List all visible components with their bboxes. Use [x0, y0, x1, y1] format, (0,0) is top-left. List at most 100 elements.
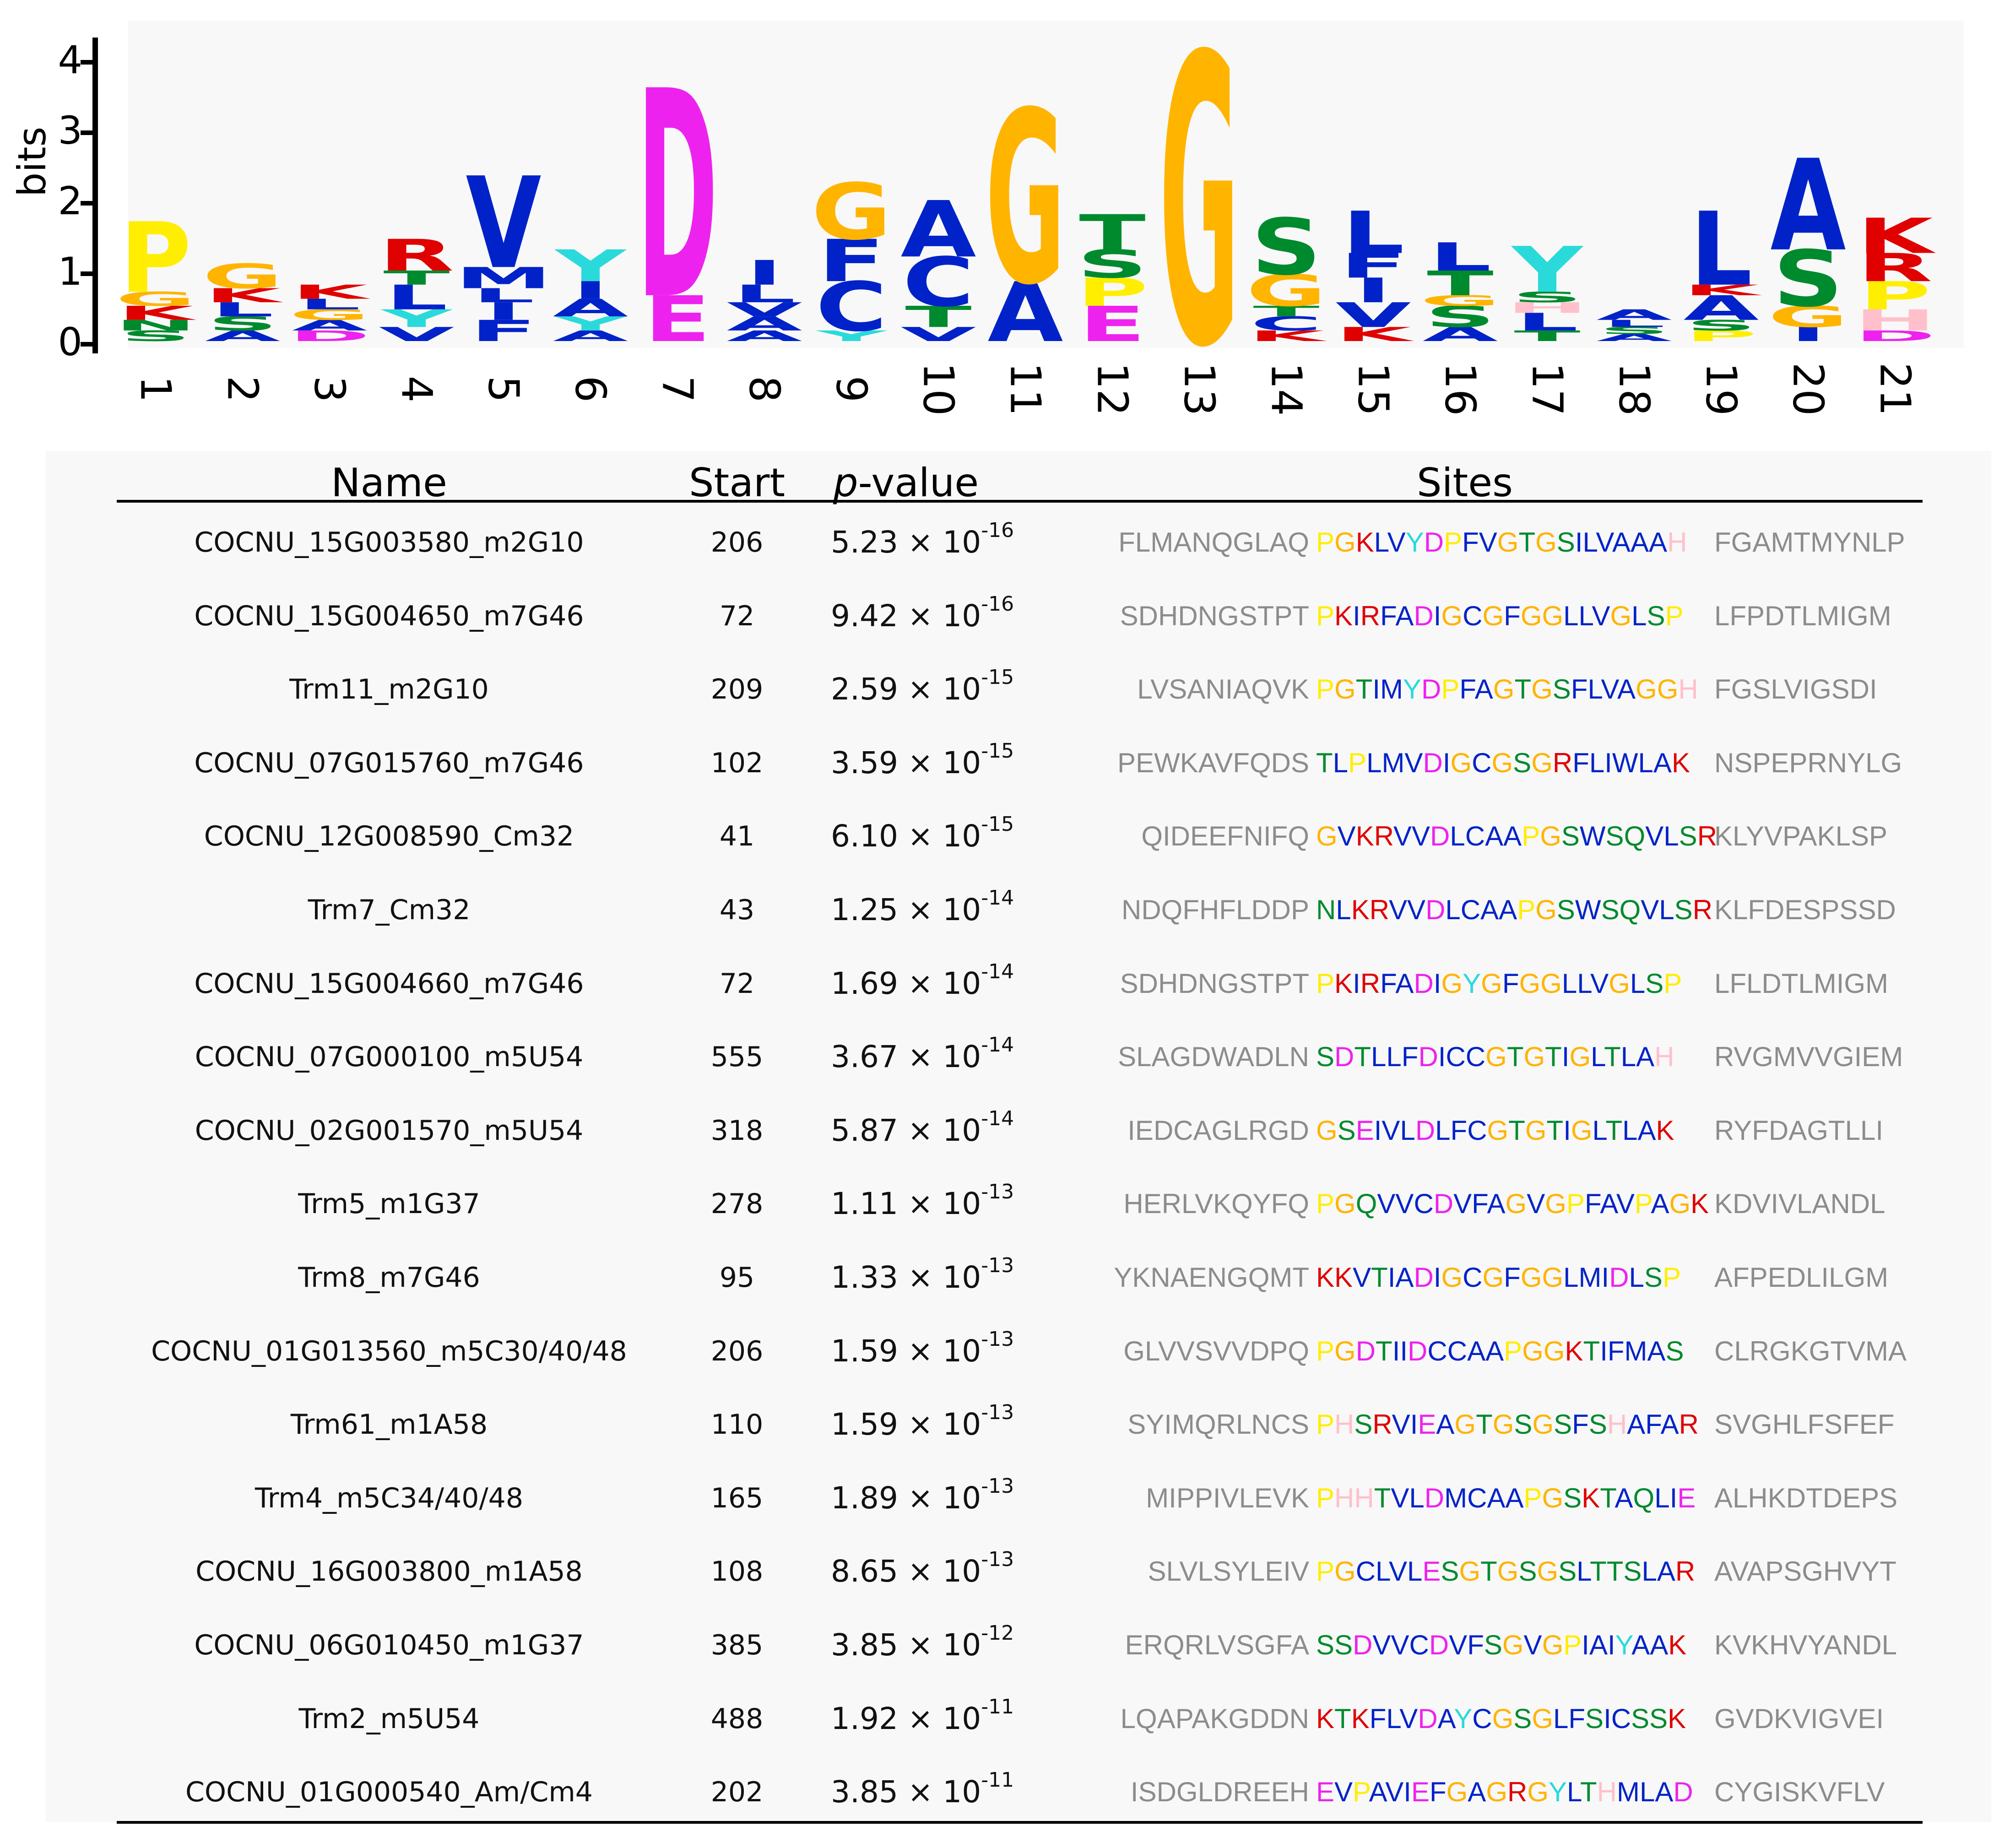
p-mantissa: 3.85 — [831, 1627, 898, 1663]
position-label-text: 6 — [566, 375, 615, 403]
logo-letter-G: G — [1246, 266, 1326, 316]
position-label-text: 9 — [827, 375, 876, 403]
row-name: COCNU_06G010450_m1G37 — [194, 1629, 584, 1661]
row-start: 110 — [710, 1409, 764, 1441]
row-site: PKIRFADIGYGFGGLLVGLSP — [1316, 968, 1682, 999]
logo-letter-S: S — [1599, 325, 1669, 336]
row-right-flank: GVDKVIGVEI — [1714, 1703, 1884, 1734]
logo-letter-K: K — [118, 302, 196, 325]
row-p-value: 3.59 × 10-15 — [831, 726, 1087, 800]
p-exponent: -13 — [981, 1180, 1014, 1204]
logo-letter-G: G — [289, 306, 369, 323]
table-row: COCNU_15G003580_m2G10 206 5.23 × 10-16 FLMA… — [0, 506, 2010, 579]
position-label-text: 13 — [1175, 362, 1224, 416]
table-row: COCNU_01G013560_m5C30/40/48 206 1.59 × 10-… — [0, 1315, 2010, 1388]
row-right-flank: CYGISKVFLV — [1714, 1777, 1885, 1808]
logo-letter-T: T — [1427, 264, 1494, 303]
header-p-italic: p — [833, 460, 858, 506]
position-label-8: 8 — [721, 357, 808, 421]
logo-letter-A: A — [726, 313, 802, 335]
y-tick-label-3: 3 — [58, 108, 82, 153]
footer-rule — [117, 1821, 1923, 1824]
row-p-value: 3.85 × 10-12 — [831, 1609, 1087, 1682]
row-site: KKVTIADIGCGFGGLMIDLSP — [1316, 1262, 1681, 1293]
p-times: × 10 — [898, 1774, 981, 1810]
logo-letter-S: S — [1512, 289, 1582, 306]
y-tick-label-1: 1 — [58, 249, 82, 294]
logo-letter-V: V — [900, 323, 976, 346]
row-site: PGKLVYDPFVGTGSILVAAAH — [1316, 527, 1687, 558]
logo-letter-I: I — [746, 253, 782, 293]
logo-letter-A: A — [1596, 332, 1672, 343]
row-right-flank: KVKHVYANDL — [1714, 1630, 1897, 1660]
logo-letter-P: P — [1077, 270, 1148, 315]
row-site: TLPLMVDIGCGSGRFLIWLAK — [1316, 747, 1690, 778]
position-label-21: 21 — [1852, 357, 1939, 421]
row-p-value: 3.67 × 10-14 — [831, 1020, 1087, 1094]
row-p-value: 5.23 × 10-16 — [831, 506, 1087, 579]
logo-letter-K: K — [292, 281, 370, 303]
position-label-12: 12 — [1069, 357, 1156, 421]
position-label-17: 17 — [1504, 357, 1591, 421]
logo-letter-A: A — [987, 265, 1063, 357]
logo-letter-I: I — [572, 276, 608, 305]
logo-letter-A: A — [292, 317, 367, 334]
table-row: Trm7_Cm32 43 1.25 × 10-14 NDQFHFLDDP NLKRVVD… — [0, 873, 2010, 947]
logo-letter-T: T — [1079, 205, 1146, 261]
y-tick-4 — [81, 60, 98, 65]
position-label-text: 11 — [1001, 362, 1050, 416]
row-name: COCNU_16G003800_m1A58 — [195, 1555, 583, 1588]
logo-letter-S: S — [1686, 317, 1756, 334]
row-start: 165 — [710, 1482, 764, 1514]
position-label-4: 4 — [373, 357, 460, 421]
row-right-flank: KLYVPAKLSP — [1714, 821, 1887, 852]
header-p-value: p-value — [833, 458, 1016, 508]
row-right-flank: AFPEDLILGM — [1714, 1262, 1889, 1293]
logo-letter-R: R — [1858, 245, 1933, 290]
logo-letter-A: A — [553, 294, 628, 322]
row-name: Trm61_m1A58 — [290, 1409, 488, 1441]
p-times: × 10 — [898, 892, 981, 927]
row-name: Trm2_m5U54 — [298, 1702, 480, 1735]
logo-letter-K: K — [1335, 323, 1414, 346]
logo-column-11: AG — [985, 62, 1065, 357]
logo-letter-G: G — [811, 167, 891, 257]
p-exponent: -14 — [981, 959, 1014, 983]
row-p-value: 9.42 × 10-16 — [831, 580, 1087, 653]
row-right-flank: RYFDAGTLLI — [1714, 1115, 1883, 1146]
logo-letter-S: S — [120, 327, 191, 344]
logo-letter-L: L — [1342, 199, 1404, 266]
y-tick-3 — [81, 130, 98, 135]
logo-letter-D: D — [1854, 327, 1935, 344]
p-exponent: -13 — [981, 1401, 1014, 1425]
position-label-text: 2 — [218, 375, 267, 403]
p-times: × 10 — [898, 1701, 981, 1736]
logo-letter-G: G — [985, 62, 1065, 337]
row-start: 209 — [710, 673, 764, 706]
row-right-flank: SVGHLFSFEF — [1714, 1409, 1895, 1440]
logo-letter-L: L — [1603, 318, 1665, 330]
position-label-text: 4 — [392, 375, 441, 403]
row-site: NLKRVVDLCAAPGSWSQVLSR — [1316, 894, 1713, 925]
p-exponent: -16 — [981, 592, 1014, 616]
p-times: × 10 — [898, 1407, 981, 1442]
logo-letter-G: G — [1768, 300, 1848, 334]
logo-letter-A: A — [1596, 306, 1672, 323]
row-name: Trm4_m5C34/40/48 — [255, 1482, 524, 1514]
p-times: × 10 — [898, 818, 981, 854]
logo-letter-L: L — [1690, 191, 1752, 309]
logo-letter-C: C — [1251, 313, 1322, 335]
row-start: 278 — [710, 1188, 764, 1220]
p-times: × 10 — [898, 1627, 981, 1663]
row-p-value: 1.59 × 10-13 — [831, 1315, 1087, 1388]
row-site: PGDTIIDCCAAPGGKTIFMAS — [1316, 1335, 1684, 1366]
p-mantissa: 3.67 — [831, 1039, 898, 1075]
p-exponent: -14 — [981, 1033, 1014, 1057]
row-left-flank: LVSANIAQVK — [1137, 674, 1309, 705]
